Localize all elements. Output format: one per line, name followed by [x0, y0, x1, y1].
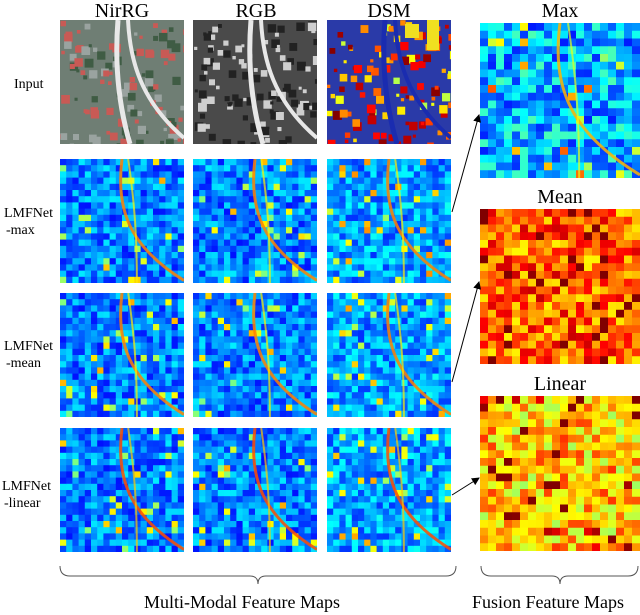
map-mean-nirrg	[60, 293, 184, 417]
caption-fusion: Fusion Feature Maps	[472, 592, 624, 612]
caption-multi-modal: Multi-Modal Feature Maps	[144, 592, 340, 612]
fusion-map-max	[480, 23, 640, 178]
row-label-max-line2: -max	[6, 223, 35, 238]
map-linear-rgb	[193, 428, 317, 552]
map-max-dsm	[327, 159, 451, 283]
col-header-dsm: DSM	[367, 0, 411, 22]
arrow-max	[451, 114, 481, 213]
row-label-mean-line1: LMFNet	[4, 339, 53, 354]
arrow-mean	[451, 281, 482, 383]
row-label-input: Input	[14, 76, 44, 93]
row-label-mean: LMFNet -mean	[4, 338, 53, 372]
map-max-rgb	[193, 159, 317, 283]
brace-multi-modal	[59, 565, 457, 585]
map-linear-dsm	[327, 428, 451, 552]
fusion-title-mean: Mean	[537, 186, 583, 208]
fusion-title-linear: Linear	[533, 373, 587, 395]
row-label-linear: LMFNet -linear	[2, 478, 51, 512]
row-label-max-line1: LMFNet	[4, 206, 53, 221]
brace-fusion	[480, 565, 639, 585]
map-linear-nirrg	[60, 428, 184, 552]
fusion-map-linear	[480, 396, 640, 551]
map-max-nirrg	[60, 159, 184, 283]
fusion-map-mean	[480, 209, 640, 364]
arrow-linear	[451, 477, 480, 496]
row-label-mean-line2: -mean	[6, 356, 41, 371]
row-label-linear-line1: LMFNet	[2, 479, 51, 494]
fusion-title-max: Max	[541, 0, 579, 22]
col-header-rgb: RGB	[235, 0, 277, 22]
col-header-nirrg: NirRG	[94, 0, 150, 22]
map-mean-dsm	[327, 293, 451, 417]
map-input-nirrg	[60, 20, 184, 144]
map-input-rgb	[193, 20, 317, 144]
row-label-input-text: Input	[14, 77, 44, 92]
row-label-max: LMFNet -max	[4, 205, 53, 239]
map-mean-rgb	[193, 293, 317, 417]
row-label-linear-line2: -linear	[4, 496, 41, 511]
map-input-dsm	[327, 20, 451, 144]
